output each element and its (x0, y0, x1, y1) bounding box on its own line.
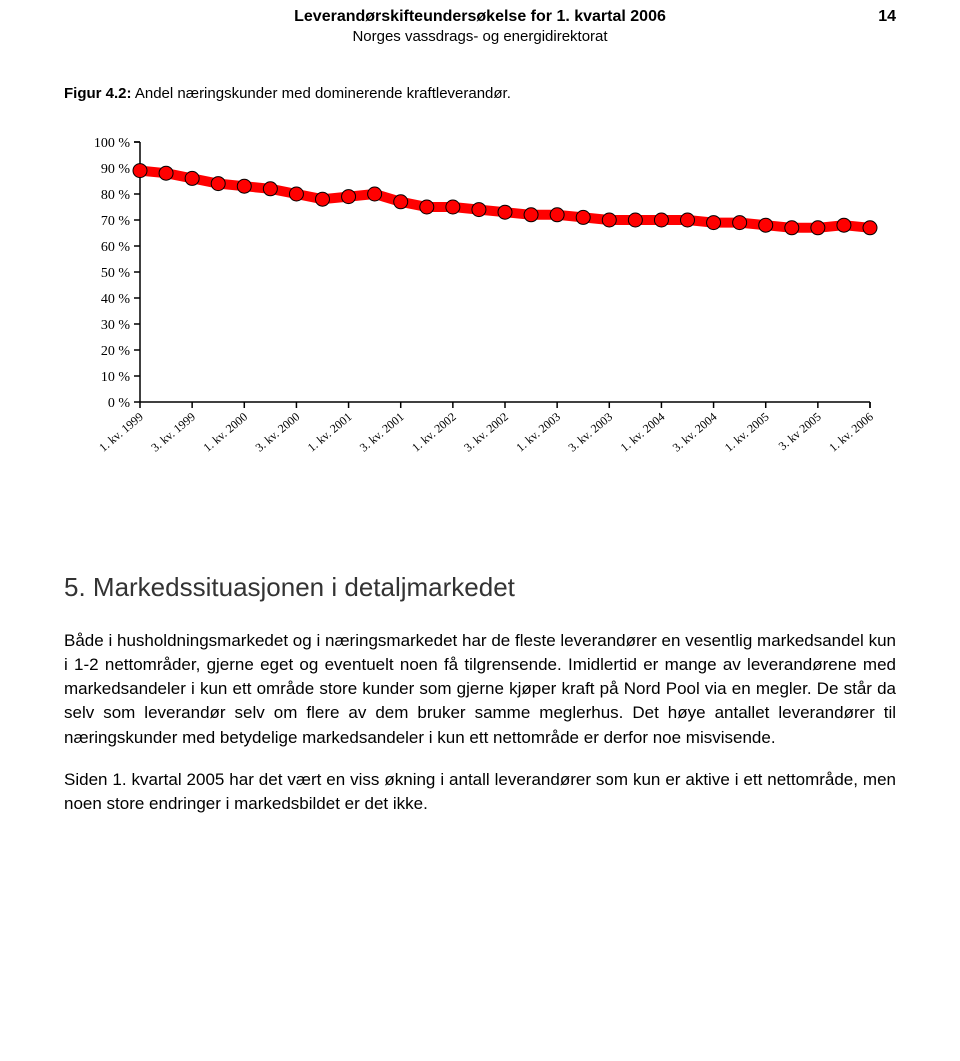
svg-text:90 %: 90 % (101, 162, 131, 177)
figure-caption-label: Figur 4.2: (64, 85, 132, 102)
body-paragraph-1: Både i husholdningsmarkedet og i nærings… (64, 629, 896, 750)
svg-text:100 %: 100 % (94, 136, 131, 151)
svg-text:70 %: 70 % (101, 214, 131, 229)
line-chart: 0 % 10 % 20 % 30 % 40 % 50 % 60 % 70 % 80 % 90 % 1… (70, 132, 890, 502)
section-heading: 5. Markedssituasjonen i detaljmarkedet (64, 572, 896, 603)
header-subtitle: Norges vassdrags- og energidirektorat (64, 28, 896, 45)
svg-text:0 %: 0 % (108, 396, 131, 411)
svg-text:20 %: 20 % (101, 344, 131, 359)
svg-text:40 %: 40 % (101, 292, 131, 307)
svg-text:60 %: 60 % (101, 240, 131, 255)
page-number: 14 (878, 8, 896, 26)
svg-text:10 %: 10 % (101, 370, 131, 385)
svg-text:80 %: 80 % (101, 188, 131, 203)
svg-text:50 %: 50 % (101, 266, 131, 281)
header-title: Leverandørskifteundersøkelse for 1. kvar… (64, 8, 896, 26)
figure-caption: Figur 4.2: Andel næringskunder med domin… (64, 85, 896, 102)
body-paragraph-2: Siden 1. kvartal 2005 har det vært en vi… (64, 768, 896, 816)
figure-caption-text: Andel næringskunder med dominerende kraf… (132, 85, 511, 102)
svg-text:30 %: 30 % (101, 318, 131, 333)
